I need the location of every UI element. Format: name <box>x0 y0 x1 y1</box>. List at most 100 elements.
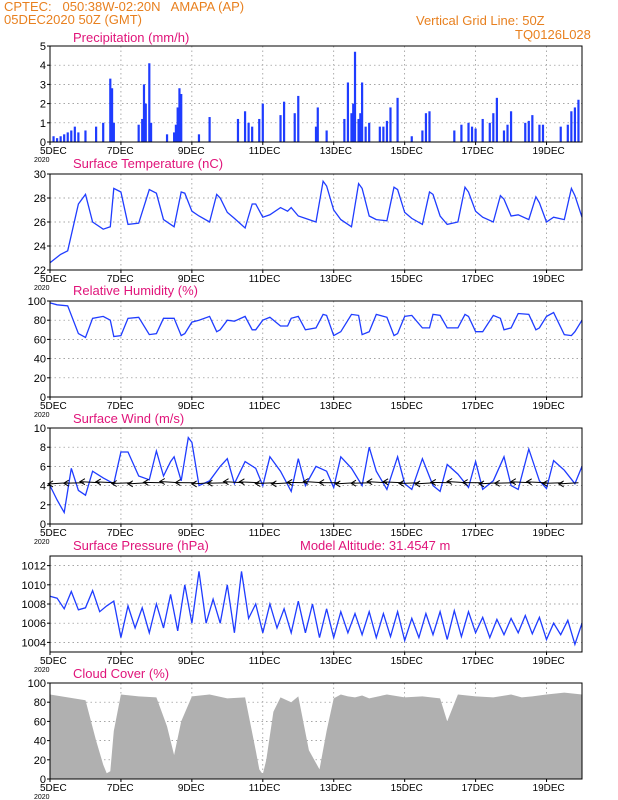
humidity-y-tick-label: 80 <box>34 315 46 327</box>
precip-bar <box>385 120 389 142</box>
cloud-cover-frame <box>49 682 583 780</box>
pressure-year-label: 2020 <box>34 667 50 674</box>
precip-bar <box>421 130 424 142</box>
precip-bar <box>378 126 381 142</box>
wind-arrow-head <box>222 478 229 486</box>
precip-bar <box>509 111 513 142</box>
wind-panel: Surface Wind (m/s) 0 2 4 6 8 10 5DEC 7DEC 9DEC 11D… <box>34 411 583 546</box>
wind-x-tick-label: 5DEC <box>40 528 67 539</box>
precip-bar <box>364 126 367 142</box>
precipitation-frame <box>49 45 583 143</box>
wind-title: Surface Wind (m/s) <box>73 411 184 426</box>
wind-arrow-head <box>350 479 357 487</box>
precip-bar <box>84 130 87 142</box>
precip-bar <box>325 130 328 142</box>
pressure-x-tick-label: 9DEC <box>178 656 205 667</box>
precipitation-x-tick-label: 13DEC <box>320 146 352 157</box>
precip-bar <box>531 115 534 142</box>
precip-bar <box>453 130 456 142</box>
wind-arrow <box>558 482 579 485</box>
wind-y-tick-label: 8 <box>40 442 46 454</box>
wind-arrow-head <box>525 478 532 486</box>
precip-bar <box>70 130 73 142</box>
temperature-x-tick-label: 7DEC <box>107 274 134 285</box>
precip-bar <box>110 88 114 142</box>
wind-arrow-head <box>286 478 293 486</box>
precip-bar <box>352 103 355 142</box>
precip-bar <box>424 113 428 142</box>
humidity-y-tick-label: 40 <box>34 354 46 366</box>
precipitation-y-tick-label: 3 <box>40 79 46 91</box>
precip-bar <box>173 132 176 142</box>
precip-bar <box>474 128 477 142</box>
wind-y-tick-label: 2 <box>40 500 46 512</box>
precip-bar <box>410 136 413 142</box>
cloud-cover-panel: Cloud Cover (%) 0 20 40 60 80 100 5DEC 7DEC 9DEC 1… <box>28 666 583 800</box>
temperature-year-label: 2020 <box>34 285 50 292</box>
precip-bar <box>570 111 573 142</box>
wind-frame <box>49 427 583 525</box>
temperature-x-tick-label: 11DEC <box>249 274 280 285</box>
humidity-frame <box>49 300 583 398</box>
station-header-line1: CPTEC: 050:38W-02:20N AMAPA (AP) <box>4 0 245 14</box>
cloud-cover-area <box>50 692 582 779</box>
precip-bar <box>389 107 392 142</box>
precip-bar <box>541 124 545 142</box>
precip-bar <box>382 126 385 142</box>
wind-arrow-head <box>238 478 245 486</box>
wind-arrow-head <box>541 479 548 487</box>
precip-bar <box>261 103 264 142</box>
wind-x-tick-label: 19DEC <box>533 528 565 539</box>
wind-arrow <box>111 482 132 484</box>
wind-arrow-head <box>414 480 421 488</box>
precip-bar <box>208 117 211 142</box>
wind-arrow-head <box>446 478 453 485</box>
wind-grid <box>49 427 582 525</box>
precip-bar <box>428 111 431 142</box>
precipitation-x-tick-label: 9DEC <box>178 146 205 157</box>
precipitation-y-tick-label: 1 <box>40 118 46 130</box>
wind-arrow-head <box>94 478 102 486</box>
pressure-y-tick-label: 1010 <box>22 580 46 592</box>
run-date-header: 05DEC2020 50Z (GMT) <box>4 12 142 27</box>
precip-bar <box>470 126 474 142</box>
precip-bar <box>460 124 463 142</box>
wind-arrow-head <box>126 480 134 488</box>
wind-arrow-head <box>174 479 181 487</box>
humidity-x-tick-label: 17DEC <box>462 401 494 412</box>
wind-x-tick-label: 15DEC <box>391 528 423 539</box>
pressure-x-tick-label: 11DEC <box>249 656 280 667</box>
pressure-y-tick-label: 1004 <box>22 637 46 649</box>
precip-bar <box>538 124 541 142</box>
temperature-y-tick-label: 30 <box>34 169 46 181</box>
temperature-x-tick-label: 13DEC <box>320 274 352 285</box>
temperature-y-tick-label: 24 <box>34 241 46 253</box>
precip-bar <box>293 113 296 142</box>
precip-bar <box>247 122 250 142</box>
precip-bar <box>297 95 300 142</box>
wind-arrow-head <box>158 478 166 485</box>
precip-bar <box>481 118 484 142</box>
precip-bar <box>66 132 69 142</box>
wind-x-tick-label: 7DEC <box>107 528 134 539</box>
cloud-cover-x-tick-label: 13DEC <box>320 783 352 794</box>
wind-x-tick-label: 11DEC <box>249 528 280 539</box>
pressure-grid <box>49 556 582 652</box>
cloud-cover-y-tick-label: 100 <box>28 678 46 690</box>
precip-bar <box>77 132 80 142</box>
precip-bar <box>137 124 140 142</box>
precip-bar <box>282 101 286 142</box>
wind-arrow-head <box>509 478 517 486</box>
pressure-panel: Surface Pressure (hPa) Model Altitude: 31… <box>22 538 583 674</box>
precip-bar <box>165 134 169 142</box>
wind-arrow <box>398 482 419 484</box>
wind-arrow-head <box>478 480 485 488</box>
pressure-x-tick-label: 5DEC <box>40 656 67 667</box>
model-altitude-label: Model Altitude: 31.4547 m <box>300 538 450 553</box>
temperature-y-tick-label: 26 <box>34 217 46 229</box>
precip-bar <box>527 120 530 142</box>
precip-bar <box>506 124 509 142</box>
precip-bar <box>112 122 115 142</box>
temperature-x-tick-label: 15DEC <box>391 274 423 285</box>
wind-arrow-head <box>493 479 500 487</box>
